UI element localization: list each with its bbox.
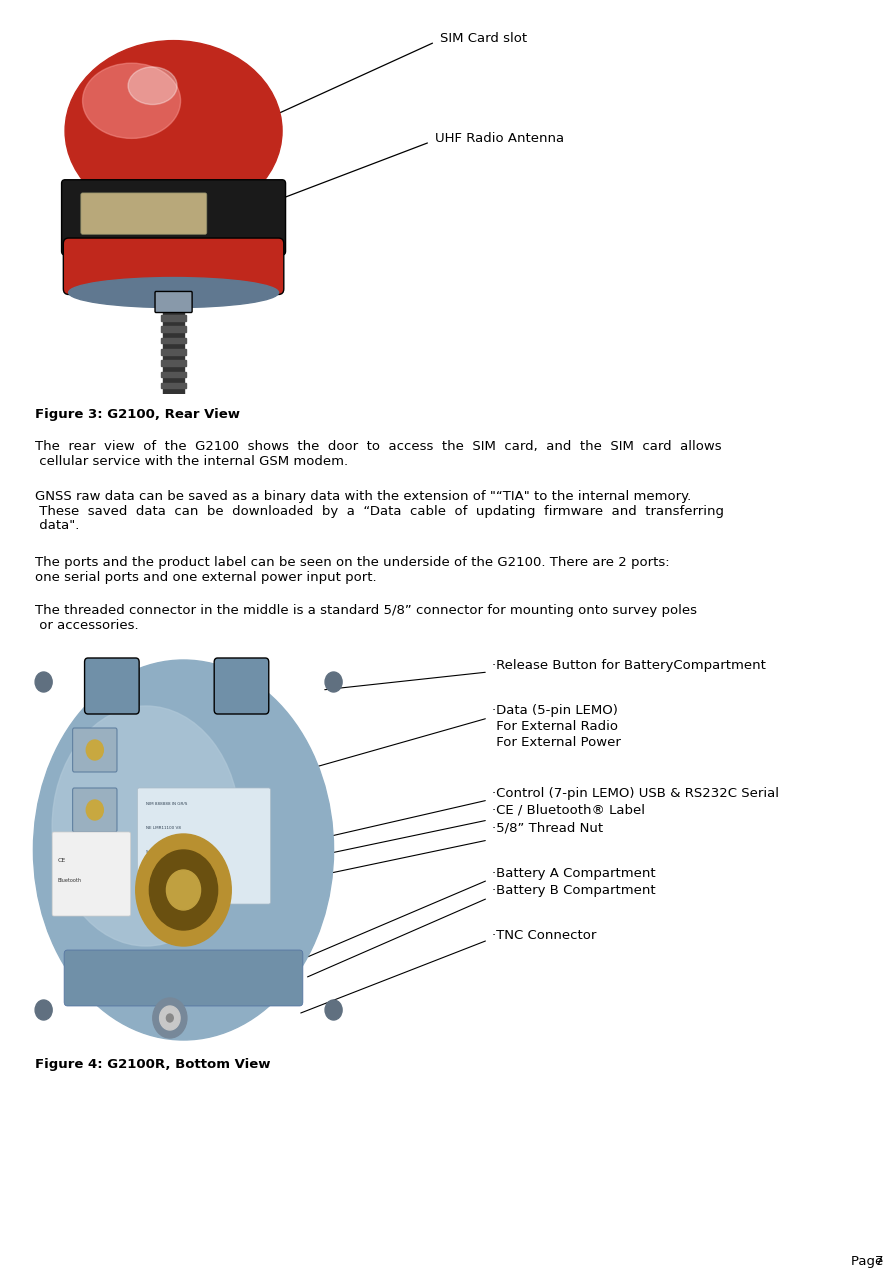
Circle shape	[86, 800, 104, 820]
Bar	[161, 383, 186, 389]
Text: ·Control (7-pin LEMO) USB & RS232C Serial: ·Control (7-pin LEMO) USB & RS232C Seria…	[492, 787, 779, 800]
Ellipse shape	[82, 63, 181, 138]
FancyBboxPatch shape	[155, 291, 192, 313]
Circle shape	[152, 998, 187, 1038]
Bar	[161, 316, 186, 321]
Circle shape	[167, 1014, 174, 1021]
Text: These  saved  data  can  be  downloaded  by  a  “Data  cable  of  updating  firm: These saved data can be downloaded by a …	[35, 505, 724, 518]
FancyBboxPatch shape	[63, 238, 284, 295]
Text: one serial ports and one external power input port.: one serial ports and one external power …	[35, 571, 377, 583]
FancyBboxPatch shape	[73, 788, 117, 832]
Text: cellular service with the internal GSM modem.: cellular service with the internal GSM m…	[35, 455, 348, 468]
Text: 7: 7	[875, 1255, 883, 1267]
Text: CE: CE	[58, 858, 66, 863]
Text: ·CE / Bluetooth® Label: ·CE / Bluetooth® Label	[492, 804, 645, 817]
Circle shape	[35, 672, 52, 692]
Circle shape	[167, 869, 200, 911]
Bar	[161, 349, 186, 354]
Text: ·Data (5-pin LEMO): ·Data (5-pin LEMO)	[492, 703, 618, 716]
Bar	[161, 337, 186, 344]
FancyBboxPatch shape	[214, 658, 268, 714]
Text: SE 10.17/886: SE 10.17/886	[146, 850, 174, 854]
Text: ·TNC Connector: ·TNC Connector	[492, 929, 596, 942]
Bar	[161, 371, 186, 377]
Text: ·Battery B Compartment: ·Battery B Compartment	[492, 884, 656, 896]
Ellipse shape	[65, 41, 282, 222]
Text: EY LUN 269: EY LUN 269	[146, 875, 169, 878]
FancyBboxPatch shape	[137, 788, 270, 904]
Ellipse shape	[34, 659, 334, 1039]
Circle shape	[150, 850, 218, 930]
FancyBboxPatch shape	[84, 658, 139, 714]
Circle shape	[35, 999, 52, 1020]
Text: For External Radio: For External Radio	[492, 720, 618, 733]
Ellipse shape	[52, 706, 240, 945]
FancyBboxPatch shape	[64, 951, 303, 1006]
Ellipse shape	[128, 67, 177, 104]
Text: NIM 888888 IN GR/S: NIM 888888 IN GR/S	[146, 802, 187, 806]
Text: Page |: Page |	[851, 1255, 886, 1267]
Circle shape	[325, 999, 342, 1020]
Text: Bluetooth: Bluetooth	[58, 878, 82, 884]
FancyBboxPatch shape	[81, 193, 206, 234]
FancyBboxPatch shape	[61, 180, 285, 255]
Text: or accessories.: or accessories.	[35, 618, 138, 631]
Text: ·Release Button for BatteryCompartment: ·Release Button for BatteryCompartment	[492, 658, 766, 671]
FancyBboxPatch shape	[73, 728, 117, 772]
Text: For External Power: For External Power	[492, 735, 621, 748]
Text: NE LMR11100 V8: NE LMR11100 V8	[146, 826, 181, 829]
Text: The ports and the product label can be seen on the underside of the G2100. There: The ports and the product label can be s…	[35, 556, 670, 569]
Bar	[161, 326, 186, 332]
Text: ·Battery A Compartment: ·Battery A Compartment	[492, 867, 656, 880]
Text: Figure 3: G2100, Rear View: Figure 3: G2100, Rear View	[35, 408, 240, 421]
Text: UHF Radio Antenna: UHF Radio Antenna	[435, 131, 564, 144]
Text: ·5/8” Thread Nut: ·5/8” Thread Nut	[492, 822, 603, 835]
Text: GNSS raw data can be saved as a binary data with the extension of "“TIA" to the : GNSS raw data can be saved as a binary d…	[35, 489, 691, 504]
Text: Figure 4: G2100R, Bottom View: Figure 4: G2100R, Bottom View	[35, 1057, 270, 1072]
Circle shape	[136, 835, 231, 945]
Text: data".: data".	[35, 519, 80, 532]
Circle shape	[159, 1006, 180, 1030]
FancyBboxPatch shape	[52, 832, 130, 916]
Text: The  rear  view  of  the  G2100  shows  the  door  to  access  the  SIM  card,  : The rear view of the G2100 shows the doo…	[35, 440, 721, 453]
Text: SIM Card slot: SIM Card slot	[440, 31, 527, 45]
Text: The threaded connector in the middle is a standard 5/8” connector for mounting o: The threaded connector in the middle is …	[35, 604, 697, 617]
Circle shape	[86, 741, 104, 760]
Bar	[163, 308, 184, 394]
Bar	[161, 361, 186, 366]
Ellipse shape	[68, 277, 278, 308]
Circle shape	[325, 672, 342, 692]
